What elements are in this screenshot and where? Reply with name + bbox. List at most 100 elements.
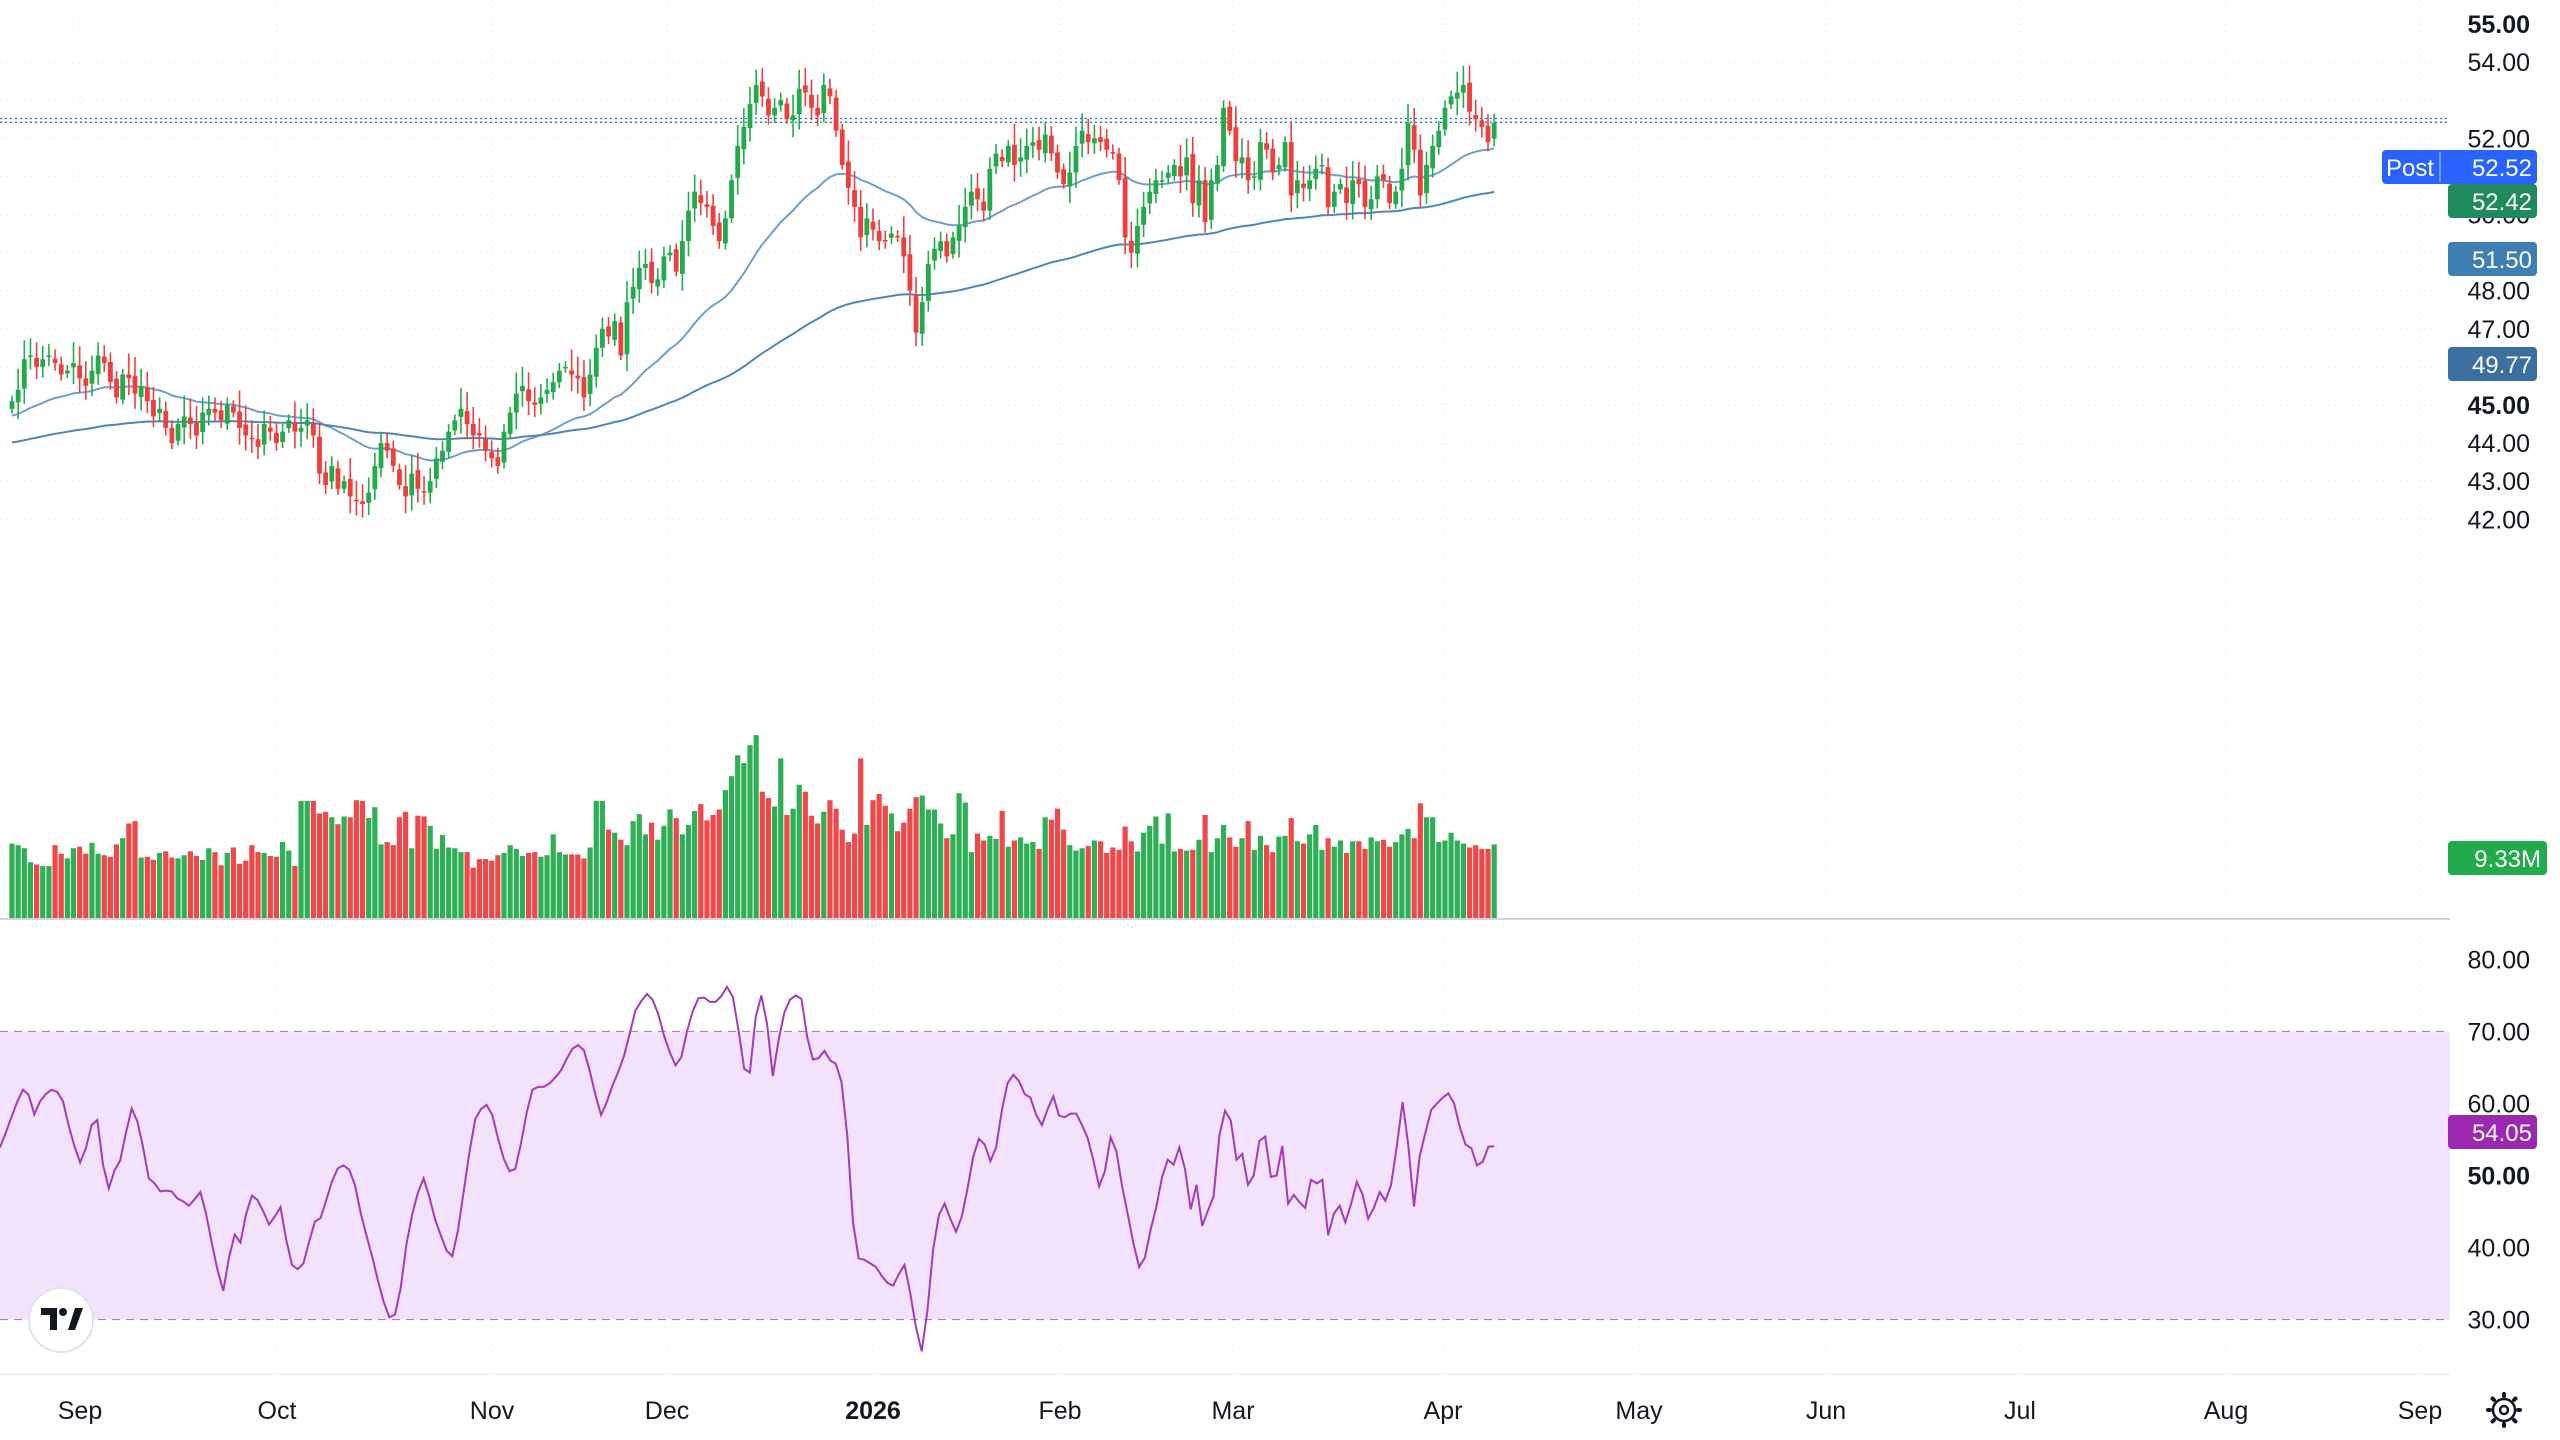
volume-bar: [790, 808, 796, 918]
candle-body: [1239, 157, 1245, 164]
volume-bar: [415, 815, 421, 918]
candle-body: [1135, 225, 1140, 254]
rsi-value: 54.05: [2472, 1120, 2532, 1147]
candle-body: [495, 457, 501, 466]
volume-bar: [747, 745, 753, 918]
volume-bar: [1079, 848, 1085, 918]
volume-bar: [1325, 838, 1331, 918]
rsi-tick-label: 80.00: [2467, 946, 2530, 974]
volume-bar: [1214, 838, 1220, 918]
volume-bar: [1061, 829, 1067, 918]
candle-body: [421, 491, 427, 493]
tradingview-logo-icon[interactable]: [28, 1287, 94, 1353]
candle-body: [126, 374, 132, 379]
candle-body: [1442, 107, 1448, 130]
volume-bar: [353, 800, 359, 918]
candle-body: [280, 431, 285, 442]
volume-bar: [335, 824, 341, 918]
volume-bar: [1294, 841, 1300, 918]
candle-body: [1128, 240, 1134, 253]
volume-bar: [187, 851, 193, 918]
volume-bar: [169, 857, 175, 918]
candle-body: [1338, 184, 1343, 190]
rsi-tick-label: 30.00: [2467, 1307, 2530, 1335]
rsi-tick-label: 70.00: [2467, 1018, 2530, 1046]
time-tick-label: May: [1615, 1397, 1663, 1425]
volume-bar: [679, 834, 685, 918]
volume-bar: [267, 856, 273, 918]
post-label: Post: [2386, 155, 2434, 182]
volume-bar: [261, 852, 267, 918]
time-tick-label: Jun: [1806, 1397, 1846, 1425]
candle-body: [163, 411, 169, 428]
volume-bar: [126, 823, 132, 918]
candle-body: [1405, 123, 1411, 166]
volume-bar: [1005, 846, 1011, 918]
candle-body: [151, 400, 156, 417]
volume-bar: [833, 808, 839, 918]
candle-body: [950, 237, 956, 255]
candle-body: [796, 88, 802, 115]
candle-body: [384, 443, 390, 451]
candle-body: [446, 431, 452, 452]
volume-bar: [52, 845, 58, 918]
candle-body: [962, 206, 968, 228]
volume-bar: [390, 845, 396, 918]
candle-body: [1485, 125, 1491, 143]
candle-body: [1374, 176, 1380, 200]
candle-body: [999, 156, 1005, 162]
volume-bar: [452, 848, 458, 918]
volume-bar: [507, 845, 513, 918]
volume-bar: [968, 852, 974, 918]
candle-body: [1454, 92, 1460, 99]
volume-bar: [1362, 849, 1368, 918]
volume-bar: [1337, 840, 1343, 918]
candle-body: [1307, 180, 1313, 189]
time-tick-label: Nov: [470, 1397, 515, 1425]
volume-bar: [1042, 817, 1048, 918]
candle-body: [200, 412, 206, 433]
volume-bar: [630, 821, 636, 918]
volume-bar: [132, 821, 138, 918]
candle-body: [513, 393, 519, 413]
volume-bar: [1288, 818, 1294, 918]
candle-body: [1098, 137, 1103, 143]
volume-bar: [206, 848, 212, 918]
volume-bar: [1411, 838, 1417, 918]
candle-body: [1399, 168, 1405, 191]
time-tick-label: Jul: [2004, 1397, 2036, 1425]
candle-body: [569, 370, 575, 375]
volume-bar: [1405, 828, 1411, 918]
candle-body: [520, 385, 525, 392]
volume-bar: [759, 791, 765, 918]
candle-body: [1473, 115, 1479, 120]
volume-bar: [1085, 845, 1091, 918]
candle-body: [784, 103, 790, 120]
candle-body: [452, 420, 458, 431]
volume-bar: [150, 859, 157, 918]
candle-body: [636, 267, 642, 290]
volume-bar: [501, 852, 507, 918]
rsi-pane[interactable]: [0, 984, 2450, 1352]
candle-body: [809, 94, 814, 108]
candle-body: [919, 302, 925, 334]
candle-body: [1048, 135, 1054, 154]
gear-icon[interactable]: [2486, 1392, 2522, 1428]
volume-bar: [470, 867, 476, 918]
volume-bar: [396, 817, 403, 918]
volume-bar: [728, 776, 735, 918]
candlesticks[interactable]: [9, 65, 1497, 518]
candle-body: [1184, 157, 1190, 176]
rsi-tick-label: 50.00: [2467, 1163, 2530, 1191]
candle-body: [532, 402, 538, 405]
volume-bar: [433, 849, 439, 918]
volume-bar: [1054, 808, 1061, 918]
volume-bar: [138, 857, 144, 918]
volume-bar: [575, 854, 581, 918]
volume-bar: [845, 842, 851, 918]
volume-bar: [1141, 832, 1147, 918]
candle-body: [1350, 180, 1356, 205]
volume-bar: [1184, 850, 1190, 918]
